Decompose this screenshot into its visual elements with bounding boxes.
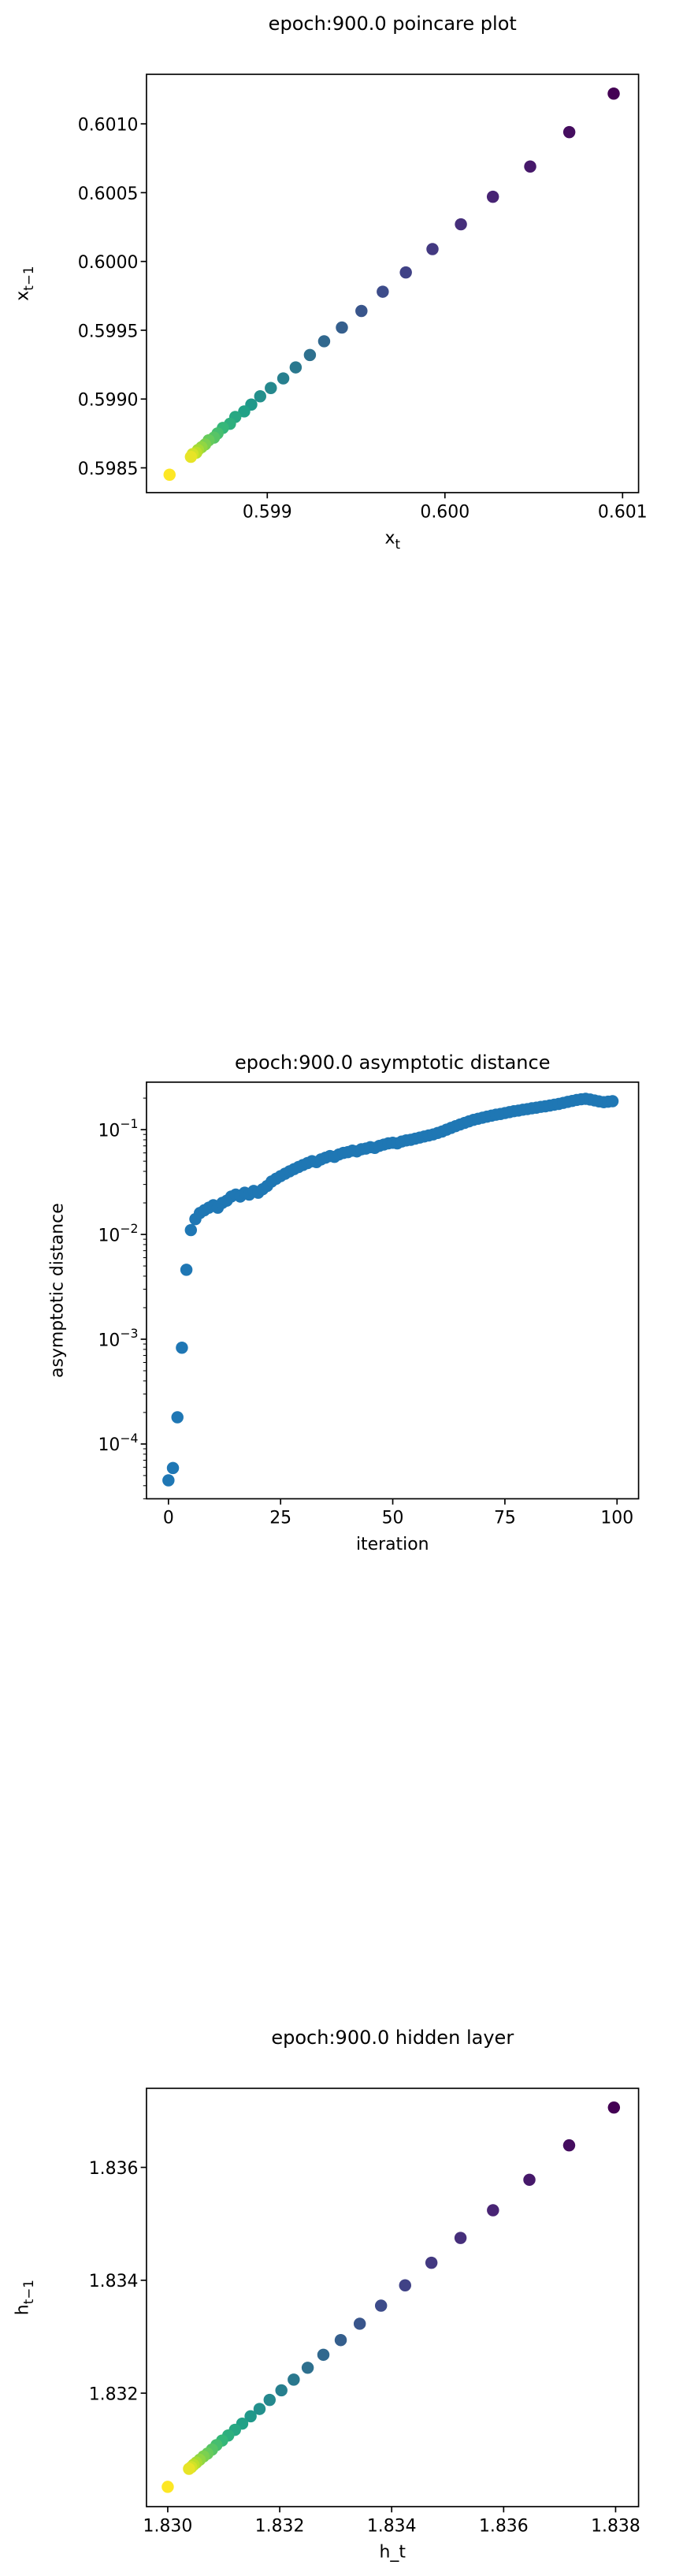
point [425, 2256, 438, 2269]
y-tick-exponent: −4 [120, 1431, 138, 1446]
point [377, 285, 389, 298]
point [355, 304, 368, 318]
x-tick-label: 0.599 [243, 502, 292, 522]
point [524, 160, 536, 173]
point [184, 1223, 198, 1237]
x-axis-label: h_t [380, 2543, 406, 2563]
plot-frame [146, 2087, 640, 2507]
x-tick-label: 1.834 [367, 2516, 417, 2536]
point [562, 125, 576, 139]
y-tick-label: 1.834 [89, 2272, 139, 2291]
point [487, 2204, 499, 2217]
x-tick-label: 1.836 [479, 2516, 529, 2536]
point [607, 2101, 621, 2114]
y-tick-label: 0.6005 [78, 184, 139, 204]
point [162, 1474, 175, 1487]
y-tick-label: 1.836 [89, 2159, 139, 2179]
point [277, 372, 290, 385]
plot-frame [146, 73, 640, 493]
point [163, 468, 176, 481]
point [244, 2410, 257, 2423]
point [301, 2362, 314, 2374]
point [317, 335, 331, 348]
y-tick-label: 10−4 [98, 1431, 138, 1455]
point [171, 1411, 184, 1424]
point [288, 2373, 300, 2386]
y-tick-label: 0.6000 [78, 253, 139, 273]
point [253, 2403, 266, 2415]
y-tick-exponent: −3 [120, 1326, 138, 1341]
y-tick-label: 10−1 [98, 1116, 138, 1141]
y-axis-label-main: x [13, 291, 33, 301]
y-axis-label-sub: t−1 [20, 266, 36, 291]
x-tick-label: 1.832 [255, 2516, 305, 2536]
point [317, 2348, 330, 2362]
x-axis-label-sub: t [395, 536, 400, 552]
y-axis-label: asymptotic distance [47, 1203, 67, 1378]
point [263, 2393, 277, 2407]
y-tick-base: 10 [98, 1435, 120, 1455]
point [374, 2299, 388, 2312]
point [180, 1264, 193, 1276]
point [161, 2481, 174, 2493]
point [399, 2279, 411, 2291]
y-tick-base: 10 [98, 1331, 120, 1350]
x-tick-label: 1.838 [591, 2516, 640, 2536]
y-tick-label: 0.6010 [78, 115, 139, 135]
y-tick-base: 10 [98, 1121, 120, 1141]
y-axis-label: ht−1 [13, 2280, 36, 2315]
x-tick-label: 1.830 [143, 2516, 193, 2536]
chart-title: epoch:900.0 poincare plot [269, 13, 517, 35]
x-tick-label: 0 [163, 1509, 174, 1528]
point [607, 87, 620, 100]
point [183, 2462, 195, 2475]
point [238, 405, 251, 418]
y-tick-label: 10−2 [98, 1221, 138, 1245]
point [336, 321, 348, 334]
point [254, 390, 266, 403]
y-tick-label: 10−3 [98, 1326, 138, 1350]
x-axis-label: xt [384, 529, 400, 552]
point [303, 348, 317, 362]
chart-title: epoch:900.0 hidden layer [271, 2027, 514, 2049]
x-tick-label: 0.600 [420, 502, 470, 522]
x-tick-label: 100 [600, 1509, 633, 1528]
point [166, 1461, 180, 1475]
point [523, 2173, 536, 2187]
y-axis-label-sub: t−1 [20, 2280, 36, 2304]
y-axis-label: xt−1 [13, 266, 36, 301]
y-tick-label: 0.5990 [78, 391, 139, 411]
y-tick-label: 0.5995 [78, 322, 139, 341]
y-tick-exponent: −1 [120, 1116, 138, 1131]
point [606, 1095, 619, 1107]
x-tick-label: 0.601 [598, 502, 648, 522]
point [399, 266, 412, 279]
point [275, 2384, 288, 2397]
point [426, 243, 439, 255]
x-tick-label: 25 [269, 1509, 291, 1528]
point [334, 2333, 347, 2347]
x-tick-label: 75 [494, 1509, 516, 1528]
plot-frame [146, 1081, 640, 1500]
y-tick-label: 0.5985 [78, 460, 139, 479]
y-tick-exponent: −2 [120, 1221, 138, 1236]
y-axis-label-main: h [13, 2304, 33, 2315]
point [353, 2317, 366, 2330]
x-tick-label: 50 [382, 1509, 404, 1528]
chart-title: epoch:900.0 asymptotic distance [235, 1052, 550, 1074]
x-axis-label-main: x [384, 529, 395, 549]
x-axis-label: iteration [356, 1535, 429, 1554]
point [265, 382, 277, 395]
point [454, 2232, 467, 2244]
point [184, 450, 198, 463]
point [486, 190, 499, 203]
point [289, 361, 303, 374]
point [455, 218, 467, 231]
point [176, 1342, 188, 1354]
y-tick-label: 1.832 [89, 2384, 139, 2404]
point [562, 2139, 576, 2152]
y-tick-base: 10 [98, 1226, 120, 1245]
